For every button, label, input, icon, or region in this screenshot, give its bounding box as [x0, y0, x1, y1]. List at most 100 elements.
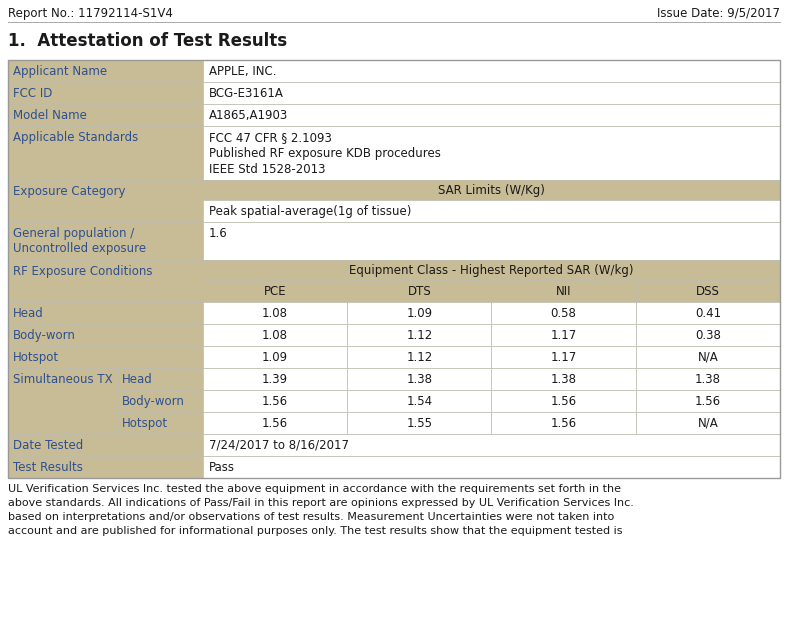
Text: PCE: PCE — [264, 285, 286, 298]
Text: BCG-E3161A: BCG-E3161A — [209, 87, 284, 100]
Bar — [8, 346, 203, 368]
Bar — [492, 280, 636, 302]
Bar — [203, 222, 780, 260]
Bar — [348, 412, 492, 434]
Text: Hotspot: Hotspot — [13, 351, 59, 364]
Text: NII: NII — [556, 285, 571, 298]
Text: Pass: Pass — [209, 461, 235, 474]
Text: Simultaneous TX: Simultaneous TX — [13, 373, 113, 386]
Text: DSS: DSS — [696, 285, 719, 298]
Text: DTS: DTS — [407, 285, 431, 298]
Bar — [8, 82, 203, 104]
Bar — [8, 126, 203, 180]
Bar — [348, 346, 492, 368]
Bar — [8, 104, 203, 126]
Text: Exposure Category: Exposure Category — [13, 185, 125, 198]
Text: Head: Head — [122, 373, 153, 386]
Bar — [492, 368, 636, 390]
Text: Applicable Standards: Applicable Standards — [13, 131, 138, 144]
Text: 1.56: 1.56 — [551, 395, 577, 408]
Bar — [203, 302, 348, 324]
Text: above standards. All indications of Pass/Fail in this report are opinions expres: above standards. All indications of Pass… — [8, 498, 634, 508]
Text: 0.38: 0.38 — [695, 329, 721, 342]
Text: FCC 47 CFR § 2.1093: FCC 47 CFR § 2.1093 — [209, 131, 332, 144]
Text: Model Name: Model Name — [13, 109, 87, 122]
Text: 7/24/2017 to 8/16/2017: 7/24/2017 to 8/16/2017 — [209, 439, 349, 452]
Text: account and are published for informational purposes only. The test results show: account and are published for informatio… — [8, 526, 623, 536]
Text: 1.12: 1.12 — [407, 329, 433, 342]
Bar — [203, 456, 780, 478]
Bar — [203, 126, 780, 180]
Bar — [8, 324, 203, 346]
Text: 1.56: 1.56 — [262, 395, 288, 408]
Text: SAR Limits (W/Kg): SAR Limits (W/Kg) — [438, 184, 545, 197]
Bar — [8, 180, 203, 222]
Bar — [203, 390, 348, 412]
Bar — [636, 412, 780, 434]
Text: UL Verification Services Inc. tested the above equipment in accordance with the : UL Verification Services Inc. tested the… — [8, 484, 621, 494]
Bar — [8, 368, 118, 434]
Bar — [492, 302, 636, 324]
Text: 1.56: 1.56 — [551, 417, 577, 430]
Text: 1.56: 1.56 — [695, 395, 721, 408]
Bar — [636, 346, 780, 368]
Text: 1.09: 1.09 — [407, 307, 433, 320]
Text: Equipment Class - Highest Reported SAR (W/kg): Equipment Class - Highest Reported SAR (… — [349, 264, 634, 277]
Text: N/A: N/A — [697, 417, 718, 430]
Bar — [203, 200, 780, 222]
Text: Body-worn: Body-worn — [122, 395, 185, 408]
Bar — [348, 324, 492, 346]
Text: 1.38: 1.38 — [407, 373, 433, 386]
Bar — [203, 346, 348, 368]
Text: General population /: General population / — [13, 227, 134, 240]
Text: 1.17: 1.17 — [551, 351, 577, 364]
Bar — [203, 434, 780, 456]
Text: Peak spatial-average(1g of tissue): Peak spatial-average(1g of tissue) — [209, 205, 411, 218]
Bar — [492, 346, 636, 368]
Bar — [8, 260, 203, 302]
Bar — [118, 412, 203, 434]
Bar — [118, 390, 203, 412]
Text: Head: Head — [13, 307, 44, 320]
Text: Body-worn: Body-worn — [13, 329, 76, 342]
Text: APPLE, INC.: APPLE, INC. — [209, 65, 277, 78]
Bar — [348, 368, 492, 390]
Bar — [348, 280, 492, 302]
Text: Issue Date: 9/5/2017: Issue Date: 9/5/2017 — [657, 7, 780, 20]
Bar — [636, 324, 780, 346]
Text: 1.55: 1.55 — [407, 417, 433, 430]
Bar — [348, 302, 492, 324]
Text: IEEE Std 1528-2013: IEEE Std 1528-2013 — [209, 163, 325, 176]
Text: 0.58: 0.58 — [551, 307, 577, 320]
Text: 1.08: 1.08 — [262, 307, 288, 320]
Bar — [8, 60, 780, 478]
Bar — [203, 82, 780, 104]
Text: 1.54: 1.54 — [407, 395, 433, 408]
Bar — [636, 368, 780, 390]
Bar — [203, 280, 348, 302]
Text: 1.17: 1.17 — [551, 329, 577, 342]
Text: based on interpretations and/or observations of test results. Measurement Uncert: based on interpretations and/or observat… — [8, 512, 615, 522]
Text: 1.38: 1.38 — [551, 373, 577, 386]
Text: 1.38: 1.38 — [695, 373, 721, 386]
Text: Published RF exposure KDB procedures: Published RF exposure KDB procedures — [209, 147, 440, 160]
Text: Uncontrolled exposure: Uncontrolled exposure — [13, 242, 146, 255]
Text: FCC ID: FCC ID — [13, 87, 52, 100]
Text: Hotspot: Hotspot — [122, 417, 168, 430]
Text: 1.6: 1.6 — [209, 227, 228, 240]
Bar — [203, 368, 348, 390]
Bar — [8, 302, 203, 324]
Text: Report No.: 11792114-S1V4: Report No.: 11792114-S1V4 — [8, 7, 173, 20]
Text: 1.  Attestation of Test Results: 1. Attestation of Test Results — [8, 32, 287, 50]
Bar — [8, 222, 203, 260]
Text: A1865,A1903: A1865,A1903 — [209, 109, 288, 122]
Bar — [8, 434, 203, 456]
Text: N/A: N/A — [697, 351, 718, 364]
Bar — [203, 180, 780, 200]
Bar — [8, 60, 203, 82]
Bar — [492, 390, 636, 412]
Bar — [118, 368, 203, 390]
Bar — [492, 412, 636, 434]
Bar — [203, 60, 780, 82]
Bar — [636, 302, 780, 324]
